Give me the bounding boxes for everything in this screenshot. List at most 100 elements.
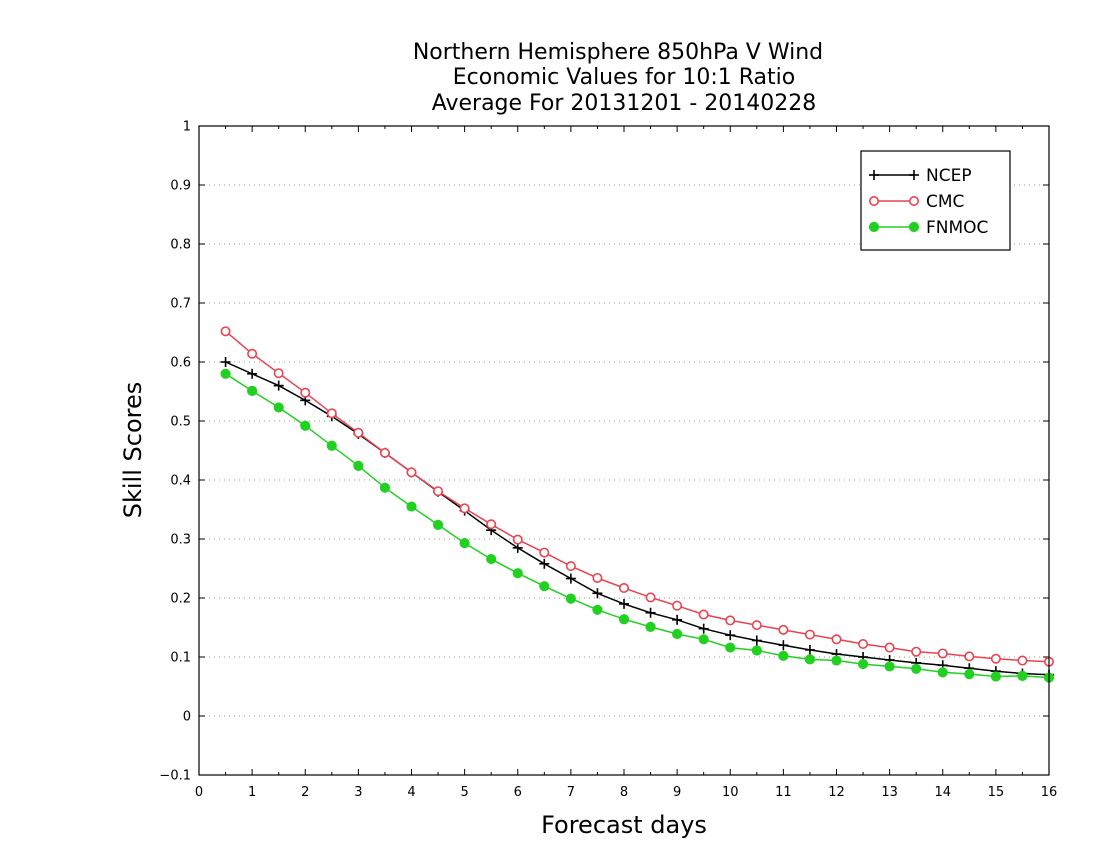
series-fnmoc-point [884,661,895,672]
series-fnmoc-point [353,460,364,471]
series-cmc-point [539,547,550,558]
series-fnmoc-point [857,658,869,670]
x-tick-label: 0 [195,785,203,800]
series-ncep-point [273,380,284,391]
series-fnmoc-point [486,553,497,565]
series-cmc-point [353,427,364,438]
x-tick-label: 7 [567,785,575,800]
series-cmc-point [326,408,337,419]
y-tick-label: 0.4 [170,474,191,489]
series-ncep-point [804,644,815,655]
series-fnmoc-point [379,482,391,493]
x-tick-label: 12 [828,785,845,800]
legend-fnmoc-point [868,221,880,233]
series-fnmoc-point [911,663,922,674]
series-fnmoc-point [778,650,789,661]
series-cmc-point [751,620,762,631]
series-fnmoc-point [273,402,284,413]
x-tick-label: 11 [775,785,792,800]
series-group [220,326,1055,683]
series-cmc-point [937,648,948,659]
axis-ticks: −0.100.10.20.30.40.50.60.70.80.910 1 2 3 4 5 6… [159,120,1057,801]
legend-fnmoc-label: FNMOC [926,218,988,238]
series-cmc-point [220,326,231,337]
series-fnmoc-point [432,519,444,530]
series-ncep-point [619,598,629,609]
series-fnmoc-point [990,671,1001,682]
series-fnmoc-point [406,501,417,512]
y-tick-label: 0.7 [170,297,191,312]
series-ncep [220,357,1054,680]
series-cmc-point [884,642,895,653]
legend-ncep: NCEP [869,166,972,186]
series-ncep-point [645,607,656,618]
series-fnmoc-point [247,385,258,397]
legend: NCEP CMC FNMOC [860,150,1011,251]
series-cmc-point [459,503,470,514]
y-tick-label: 1 [183,120,191,135]
series-cmc-point [300,387,311,398]
y-tick-label: −0.1 [159,769,191,784]
y-tick-label: 0.3 [170,533,191,548]
series-cmc-point [778,624,789,635]
series-ncep-point [751,635,762,646]
series-fnmoc-point [539,581,550,592]
series-fnmoc-point [645,621,656,633]
series-cmc-point [725,615,736,626]
legend-cmc-label: CMC [926,192,964,212]
series-fnmoc [220,368,1055,683]
x-tick-label: 8 [620,785,628,800]
grid-lines [199,184,1049,717]
series-cmc-point [964,651,975,662]
series-fnmoc-point [300,420,311,431]
legend-ncep-point [869,170,879,180]
series-fnmoc-point [565,593,576,604]
series-fnmoc-point [937,667,948,678]
series-fnmoc-point [831,655,842,666]
series-cmc-point [379,447,390,458]
y-tick-label: 0 [183,710,191,725]
series-cmc-point [990,653,1001,664]
y-tick-label: 0.2 [170,592,191,607]
series-fnmoc-point [698,634,709,645]
series-fnmoc-point [459,538,470,549]
series-cmc-point [698,609,709,620]
x-tick-label: 9 [673,785,681,800]
series-cmc-point [565,561,576,572]
series-cmc-point [273,368,284,379]
x-tick-label: 10 [722,785,739,800]
x-tick-label: 5 [460,785,468,800]
series-cmc-point [858,639,869,650]
x-tick-label: 15 [988,785,1005,800]
x-tick-label: 2 [301,785,309,800]
legend-cmc-point [908,196,919,207]
series-cmc-point [645,592,656,603]
series-ncep-point [725,630,736,641]
series-fnmoc-point [592,604,603,615]
x-tick-label: 3 [354,785,362,800]
y-tick-label: 0.1 [170,651,191,666]
y-tick-label: 0.5 [170,415,191,430]
y-tick-label: 0.6 [170,356,191,371]
x-tick-label: 14 [934,785,951,800]
x-tick-label: 4 [407,785,415,800]
legend-ncep-label: NCEP [926,166,972,186]
series-cmc-point [672,600,683,611]
x-tick-label: 13 [881,785,898,800]
legend-fnmoc-point [908,221,920,233]
series-cmc-point [804,629,815,640]
series-cmc-point [911,646,922,657]
series-fnmoc-line [225,373,1050,679]
series-cmc-point [1017,655,1028,666]
series-fnmoc-point [751,645,762,656]
series-cmc-point [592,572,603,583]
series-fnmoc-point [964,669,975,680]
series-ncep-point [247,368,258,379]
series-fnmoc-point [804,654,816,665]
series-fnmoc-point [618,614,630,625]
chart-title: Northern Hemisphere 850hPa V Wind [413,40,823,65]
series-ncep-line [225,361,1050,676]
x-tick-label: 16 [1041,785,1058,800]
y-tick-label: 0.8 [170,238,191,253]
